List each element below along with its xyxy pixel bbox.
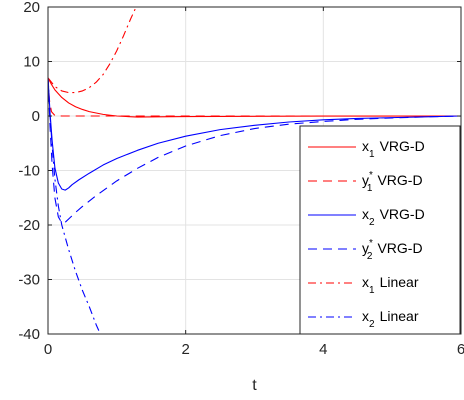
legend-item: x2VRG-D: [308, 206, 425, 228]
y-tick-label: 20: [23, 0, 40, 16]
legend-label: x2Linear: [362, 308, 419, 330]
x-axis-label: t: [252, 377, 257, 394]
legend-item: y* 2VRG-D: [308, 238, 423, 262]
x-tick-label: 4: [319, 341, 327, 358]
x-tick-label: 2: [181, 341, 189, 358]
legend-label: x2VRG-D: [362, 206, 425, 228]
y-tick-label: -30: [18, 272, 40, 289]
series-line-3: [48, 77, 461, 191]
legend-label: x1Linear: [362, 274, 419, 296]
series-line-2: [48, 77, 461, 117]
legend-item: x1VRG-D: [308, 138, 425, 160]
y-tick-label: -40: [18, 326, 40, 343]
y-tick-label: -10: [18, 163, 40, 180]
legend-label: x1VRG-D: [362, 138, 425, 160]
legend-box: [299, 125, 461, 335]
y-tick-label: -20: [18, 217, 40, 234]
x-tick-label: 6: [457, 341, 464, 358]
y-tick-label: 0: [32, 108, 40, 125]
legend-item: x2Linear: [308, 308, 419, 330]
y-tick-label: 10: [23, 54, 40, 71]
legend: x1VRG-D y* 1VRG-D x2VRG-D y* 2VRG-D x1Linear x2…: [299, 125, 461, 335]
series-layer: [48, 7, 461, 334]
series-line-4: [48, 77, 461, 224]
legend-item: x1Linear: [308, 274, 419, 296]
legend-label: y* 1VRG-D: [362, 170, 423, 194]
legend-label: y* 2VRG-D: [362, 238, 423, 262]
x-tick-label: 0: [44, 341, 52, 358]
series-line-5: [48, 7, 137, 94]
series-line-6: [48, 77, 101, 334]
legend-item: y* 1VRG-D: [308, 170, 423, 194]
